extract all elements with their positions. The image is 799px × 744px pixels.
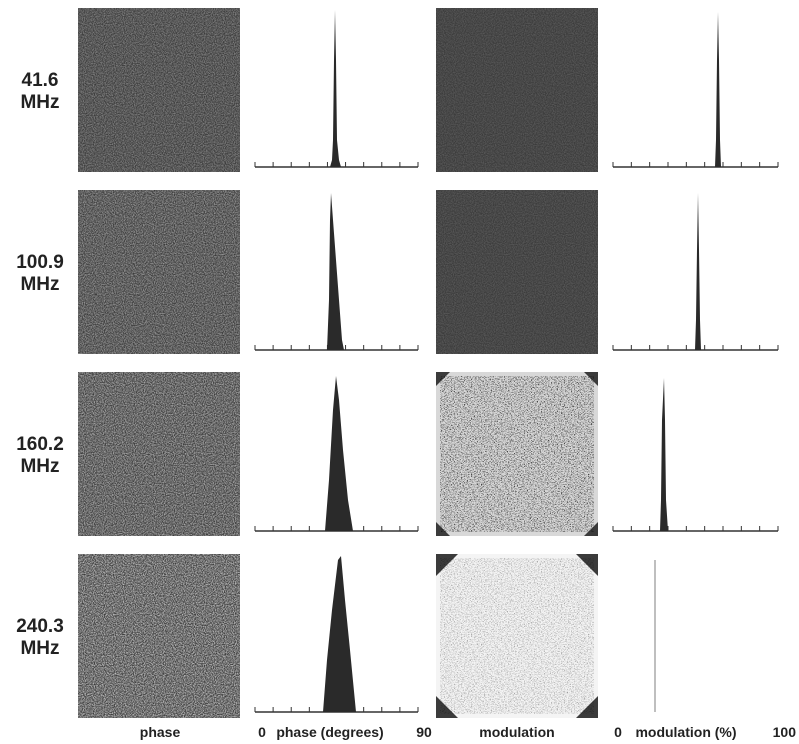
phase-image-noise: [78, 8, 240, 172]
column-label: modulation: [479, 724, 554, 740]
phase-histogram: [325, 376, 353, 531]
row-unit: MHz: [20, 92, 59, 113]
phase-histogram: [327, 193, 344, 350]
figure: 41.6MHz100.9MHz160.2MHz240.3MHzphase0pha…: [0, 0, 799, 744]
modulation-histogram: [660, 378, 668, 531]
axis-min-label: 0: [258, 724, 266, 740]
modulation-histogram: [695, 193, 701, 350]
axis-title: modulation (%): [635, 724, 736, 740]
modulation-image-noise: [436, 190, 598, 354]
panels: [78, 8, 778, 718]
row-frequency: 160.2: [16, 434, 64, 455]
row-frequency: 41.6: [22, 70, 59, 91]
phase-image-noise: [78, 554, 240, 718]
row-unit: MHz: [20, 638, 59, 659]
modulation-histogram: [715, 12, 721, 167]
row-frequency: 100.9: [16, 252, 64, 273]
phase-image-noise: [78, 190, 240, 354]
modulation-image-noise: [440, 558, 594, 714]
modulation-image-noise: [440, 376, 594, 532]
phase-image-noise: [78, 372, 240, 536]
axis-title: phase (degrees): [276, 724, 383, 740]
row-unit: MHz: [20, 456, 59, 477]
row-frequency: 240.3: [16, 616, 64, 637]
modulation-image-noise: [436, 8, 598, 172]
row-unit: MHz: [20, 274, 59, 295]
axis-max-label: 100: [773, 724, 797, 740]
column-label: phase: [140, 724, 181, 740]
axis-min-label: 0: [614, 724, 622, 740]
axis-max-label: 90: [416, 724, 432, 740]
phase-histogram: [330, 10, 341, 167]
phase-histogram: [323, 556, 356, 712]
